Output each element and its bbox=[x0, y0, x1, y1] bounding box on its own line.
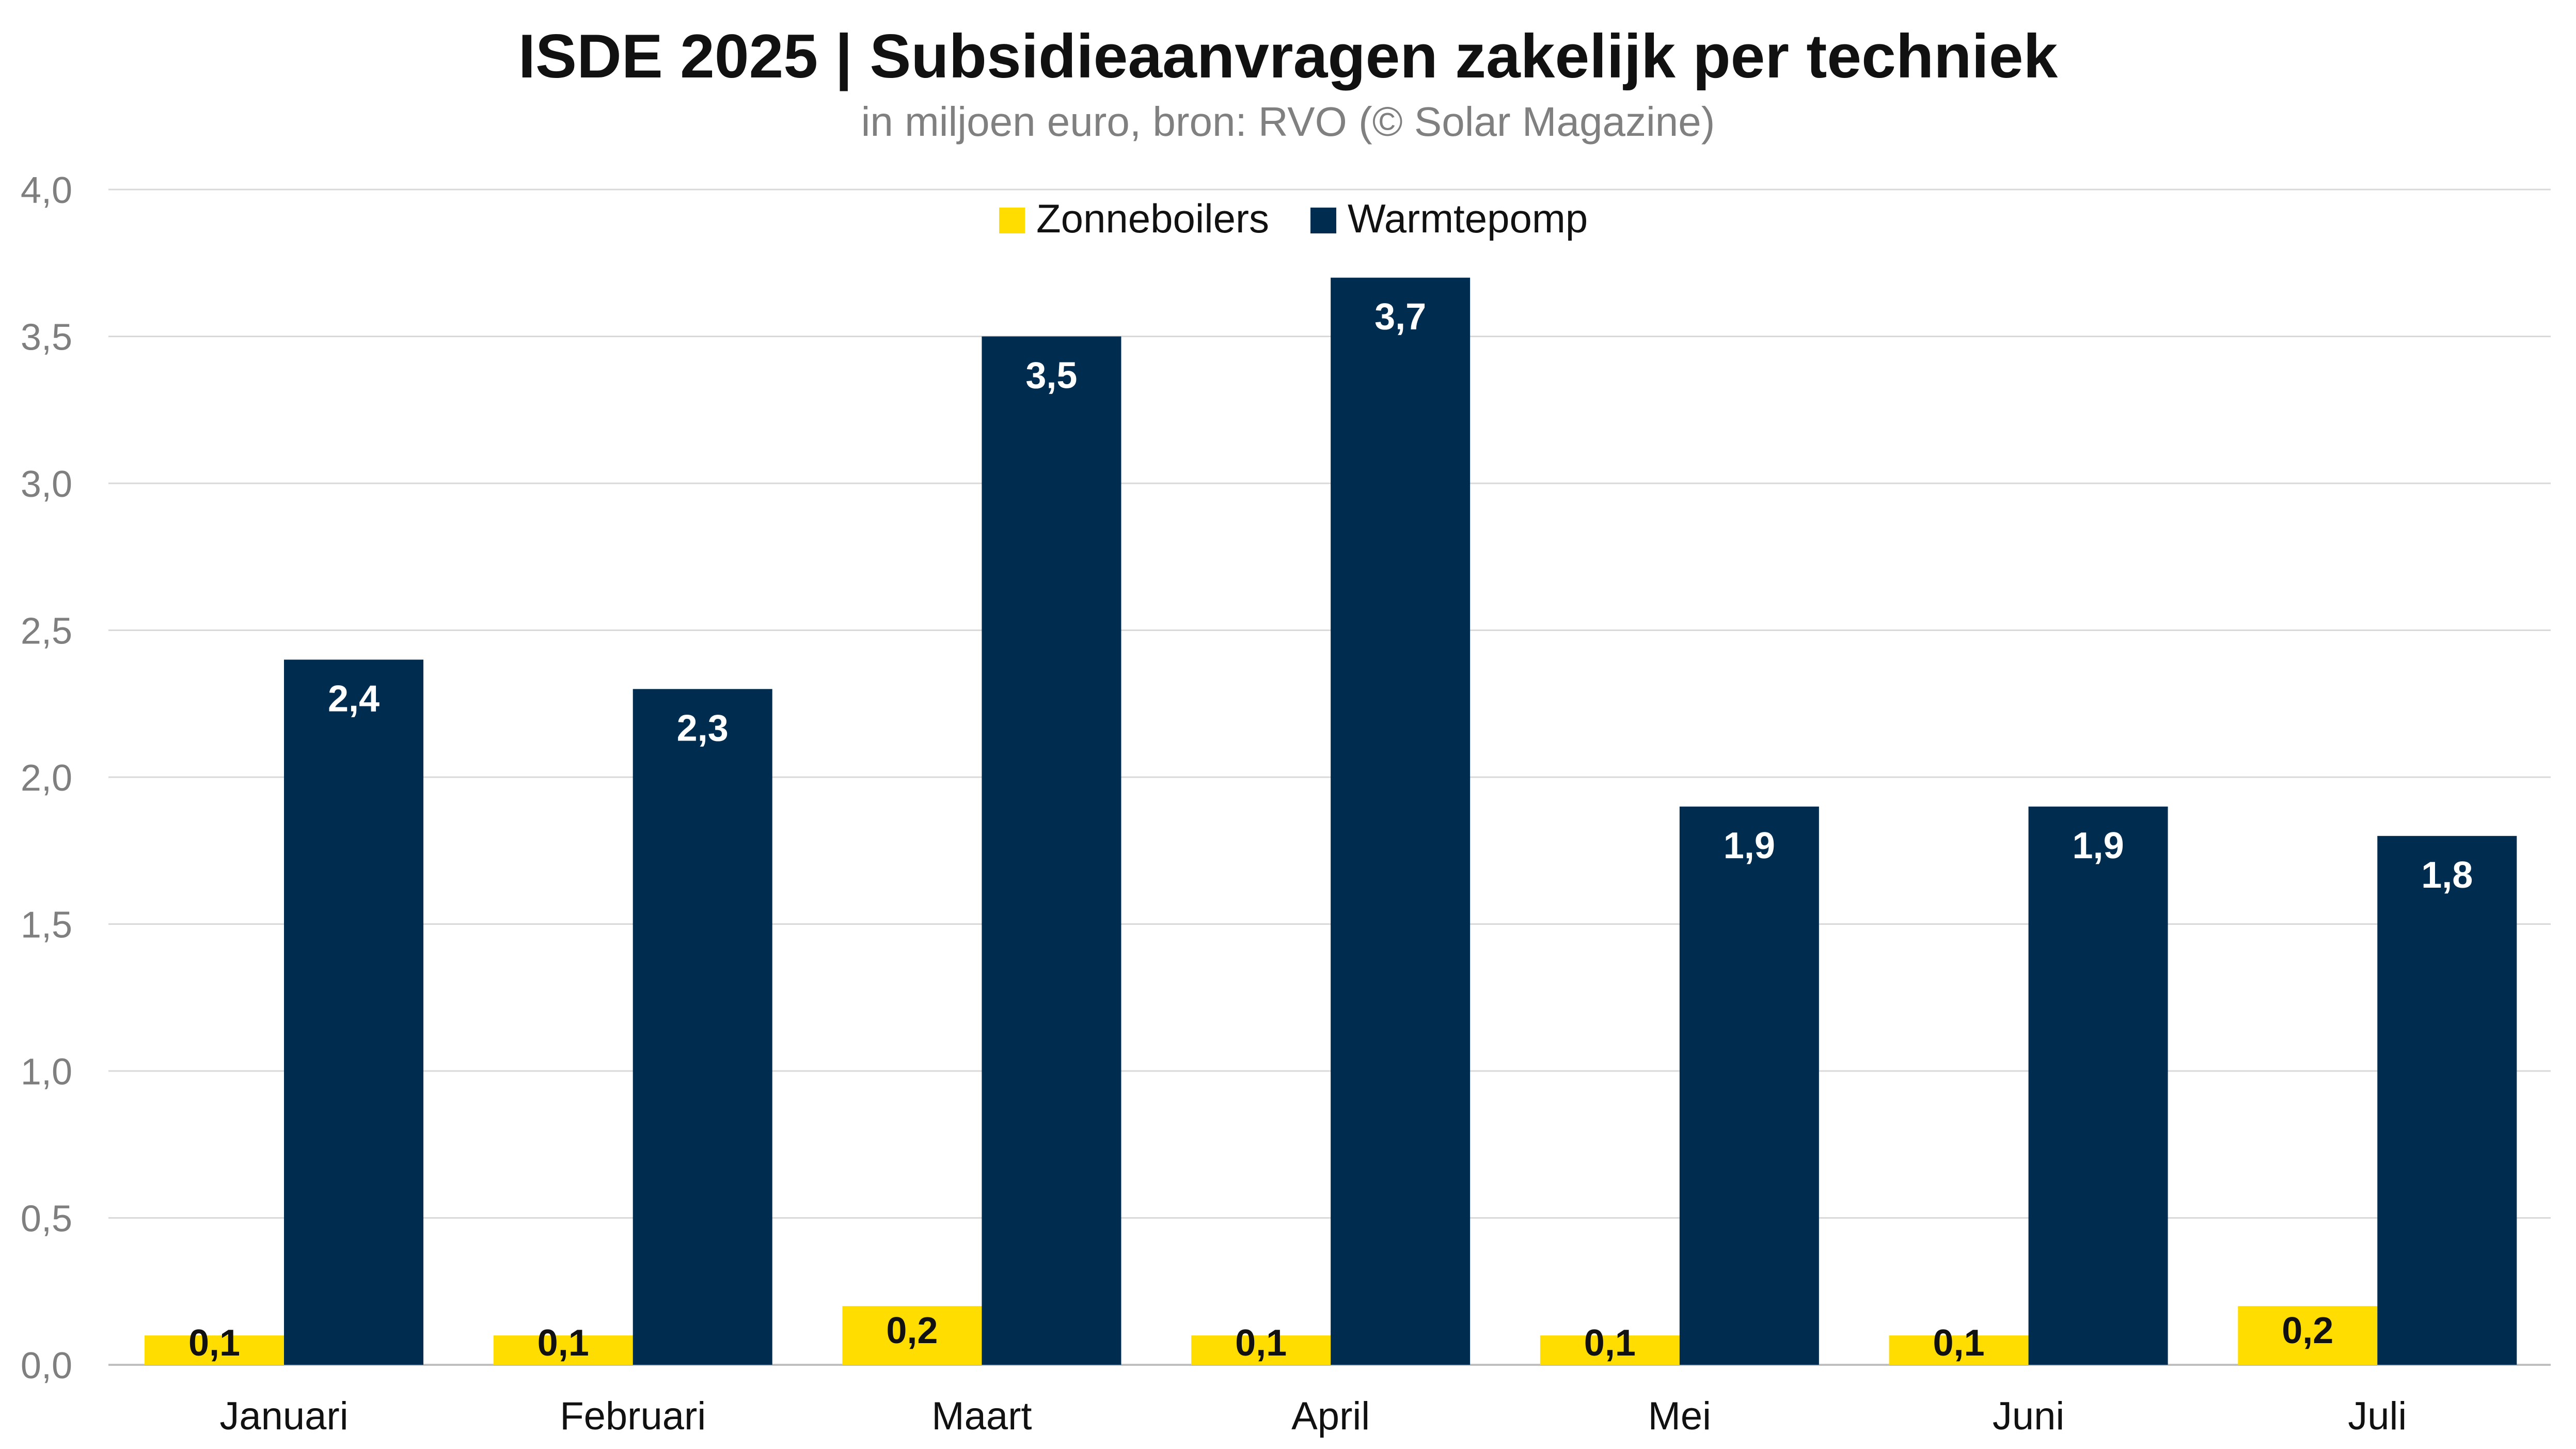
bars bbox=[145, 277, 2517, 1365]
y-tick-label: 0,5 bbox=[21, 1199, 72, 1240]
legend-label-zonneboilers: Zonneboilers bbox=[1036, 196, 1269, 241]
bar-zonneboilers-februari bbox=[493, 1335, 633, 1365]
bar-warmtepomp-juni bbox=[2028, 806, 2168, 1365]
bar-warmtepomp-januari bbox=[284, 659, 423, 1365]
legend-swatch-zonneboilers bbox=[999, 208, 1025, 233]
bar-zonneboilers-mei bbox=[1540, 1335, 1680, 1365]
data-label-zonneboilers: 0,1 bbox=[1933, 1322, 1985, 1364]
y-tick-label: 1,5 bbox=[21, 905, 72, 946]
y-tick-label: 3,0 bbox=[21, 464, 72, 505]
chart-subtitle: in miljoen euro, bron: RVO (© Solar Maga… bbox=[861, 99, 1715, 145]
y-tick-label: 1,0 bbox=[21, 1051, 72, 1093]
data-label-zonneboilers: 0,1 bbox=[1584, 1322, 1636, 1364]
x-tick-label: Maart bbox=[931, 1394, 1032, 1438]
bar-zonneboilers-juni bbox=[1889, 1335, 2029, 1365]
data-label-warmtepomp: 1,9 bbox=[2073, 825, 2124, 867]
data-label-warmtepomp: 2,4 bbox=[328, 678, 380, 719]
x-tick-label: Juli bbox=[2348, 1394, 2407, 1438]
bar-warmtepomp-februari bbox=[633, 689, 772, 1365]
data-label-warmtepomp: 1,8 bbox=[2421, 855, 2473, 896]
data-label-warmtepomp: 2,3 bbox=[677, 707, 729, 749]
data-label-zonneboilers: 0,2 bbox=[886, 1310, 938, 1351]
data-label-warmtepomp: 3,5 bbox=[1025, 355, 1077, 397]
data-label-zonneboilers: 0,1 bbox=[1235, 1322, 1287, 1364]
bar-zonneboilers-maart bbox=[842, 1306, 982, 1365]
data-label-warmtepomp: 1,9 bbox=[1724, 825, 1775, 867]
bar-warmtepomp-maart bbox=[982, 336, 1121, 1365]
y-tick-label: 0,0 bbox=[21, 1345, 72, 1387]
bar-warmtepomp-juli bbox=[2377, 836, 2517, 1365]
bar-zonneboilers-juli bbox=[2238, 1306, 2378, 1365]
x-tick-label: Juni bbox=[1993, 1394, 2064, 1438]
legend: Zonneboilers Warmtepomp bbox=[999, 196, 1588, 241]
bar-zonneboilers-april bbox=[1191, 1335, 1331, 1365]
x-tick-label: April bbox=[1291, 1394, 1370, 1438]
y-tick-label: 2,5 bbox=[21, 611, 72, 652]
x-tick-label: Februari bbox=[560, 1394, 706, 1438]
y-tick-label: 4,0 bbox=[21, 170, 72, 211]
x-tick-label: Januari bbox=[219, 1394, 348, 1438]
legend-label-warmtepomp: Warmtepomp bbox=[1348, 196, 1588, 241]
data-label-zonneboilers: 0,1 bbox=[538, 1322, 589, 1364]
legend-swatch-warmtepomp bbox=[1310, 208, 1336, 233]
chart-title: ISDE 2025 | Subsidieaanvragen zakelijk p… bbox=[518, 22, 2058, 91]
data-label-warmtepomp: 3,7 bbox=[1374, 296, 1426, 338]
bar-warmtepomp-mei bbox=[1679, 806, 1819, 1365]
y-tick-label: 3,5 bbox=[21, 317, 72, 358]
data-labels: 0,1 2,4 0,1 2,3 0,2 3,5 0,1 3,7 0,1 1,9 0,1 1,9 0,2 1… bbox=[188, 296, 2473, 1364]
data-label-zonneboilers: 0,1 bbox=[188, 1322, 240, 1364]
bar-zonneboilers-januari bbox=[145, 1335, 284, 1365]
x-tick-label: Mei bbox=[1648, 1394, 1711, 1438]
gridlines bbox=[108, 188, 2551, 1366]
data-label-zonneboilers: 0,2 bbox=[2282, 1310, 2333, 1351]
bar-warmtepomp-april bbox=[1331, 277, 1471, 1365]
y-tick-label: 2,0 bbox=[21, 758, 72, 799]
